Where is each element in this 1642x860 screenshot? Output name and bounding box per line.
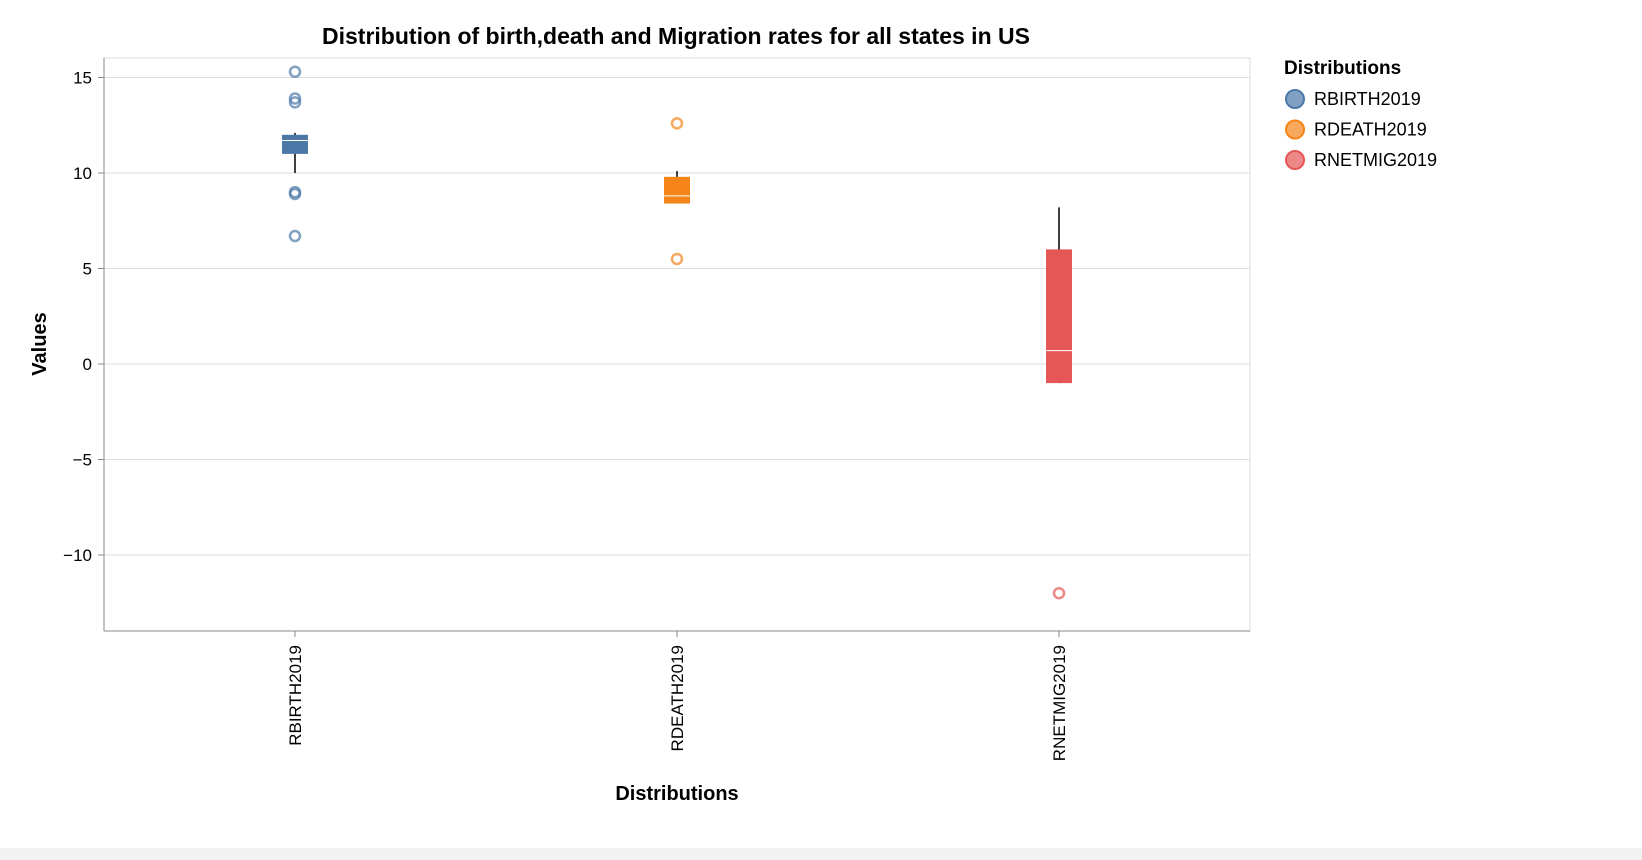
outlier-point [1052,586,1066,600]
y-tick-label: 5 [83,260,92,279]
x-axis-title: Distributions [615,783,738,805]
y-tick-label: −10 [63,546,92,565]
bottom-strip [0,848,1642,860]
y-axis-title: Values [29,312,51,375]
x-tick-label: RNETMIG2019 [1050,645,1069,761]
legend-title: Distributions [1284,58,1401,79]
box-iqr [282,134,308,154]
box-iqr [1046,249,1072,384]
outlier-point [288,92,302,105]
legend-label: RBIRTH2019 [1314,89,1421,109]
legend-symbol [1285,89,1305,109]
legend-label: RNETMIG2019 [1314,150,1437,170]
plot-frame [103,57,1251,632]
outlier-point [288,229,302,243]
y-tick-label: −5 [73,451,92,470]
outlier-point [670,117,684,130]
box-iqr [664,176,690,204]
y-tick-label: 15 [73,69,92,88]
legend-symbol [1285,150,1305,170]
x-tick-label: RBIRTH2019 [286,645,305,746]
outlier-point [288,65,302,79]
outlier-point [288,187,302,201]
outlier-point [288,96,302,109]
box-rdeath2019 [664,117,690,266]
box-marks [282,65,1072,600]
y-tick-label: 0 [83,355,92,374]
x-tick-label: RDEATH2019 [668,645,687,751]
box-rnetmig2019 [1046,207,1072,600]
legend-symbol [1285,119,1305,140]
chart-title: Distribution of birth,death and Migratio… [322,23,1030,49]
outlier-point [670,252,684,266]
grid-lines [104,77,1250,556]
box-rbirth2019 [282,65,308,243]
axes: 15 10 5 0 −5 −10 RBIRTH2019 RDEATH2019 RNETMIG20… [63,58,1250,761]
legend: Distributions RBIRTH2019 RDEATH2019 RNETMI… [1284,58,1437,170]
y-tick-label: 10 [73,164,92,183]
legend-label: RDEATH2019 [1314,120,1427,140]
